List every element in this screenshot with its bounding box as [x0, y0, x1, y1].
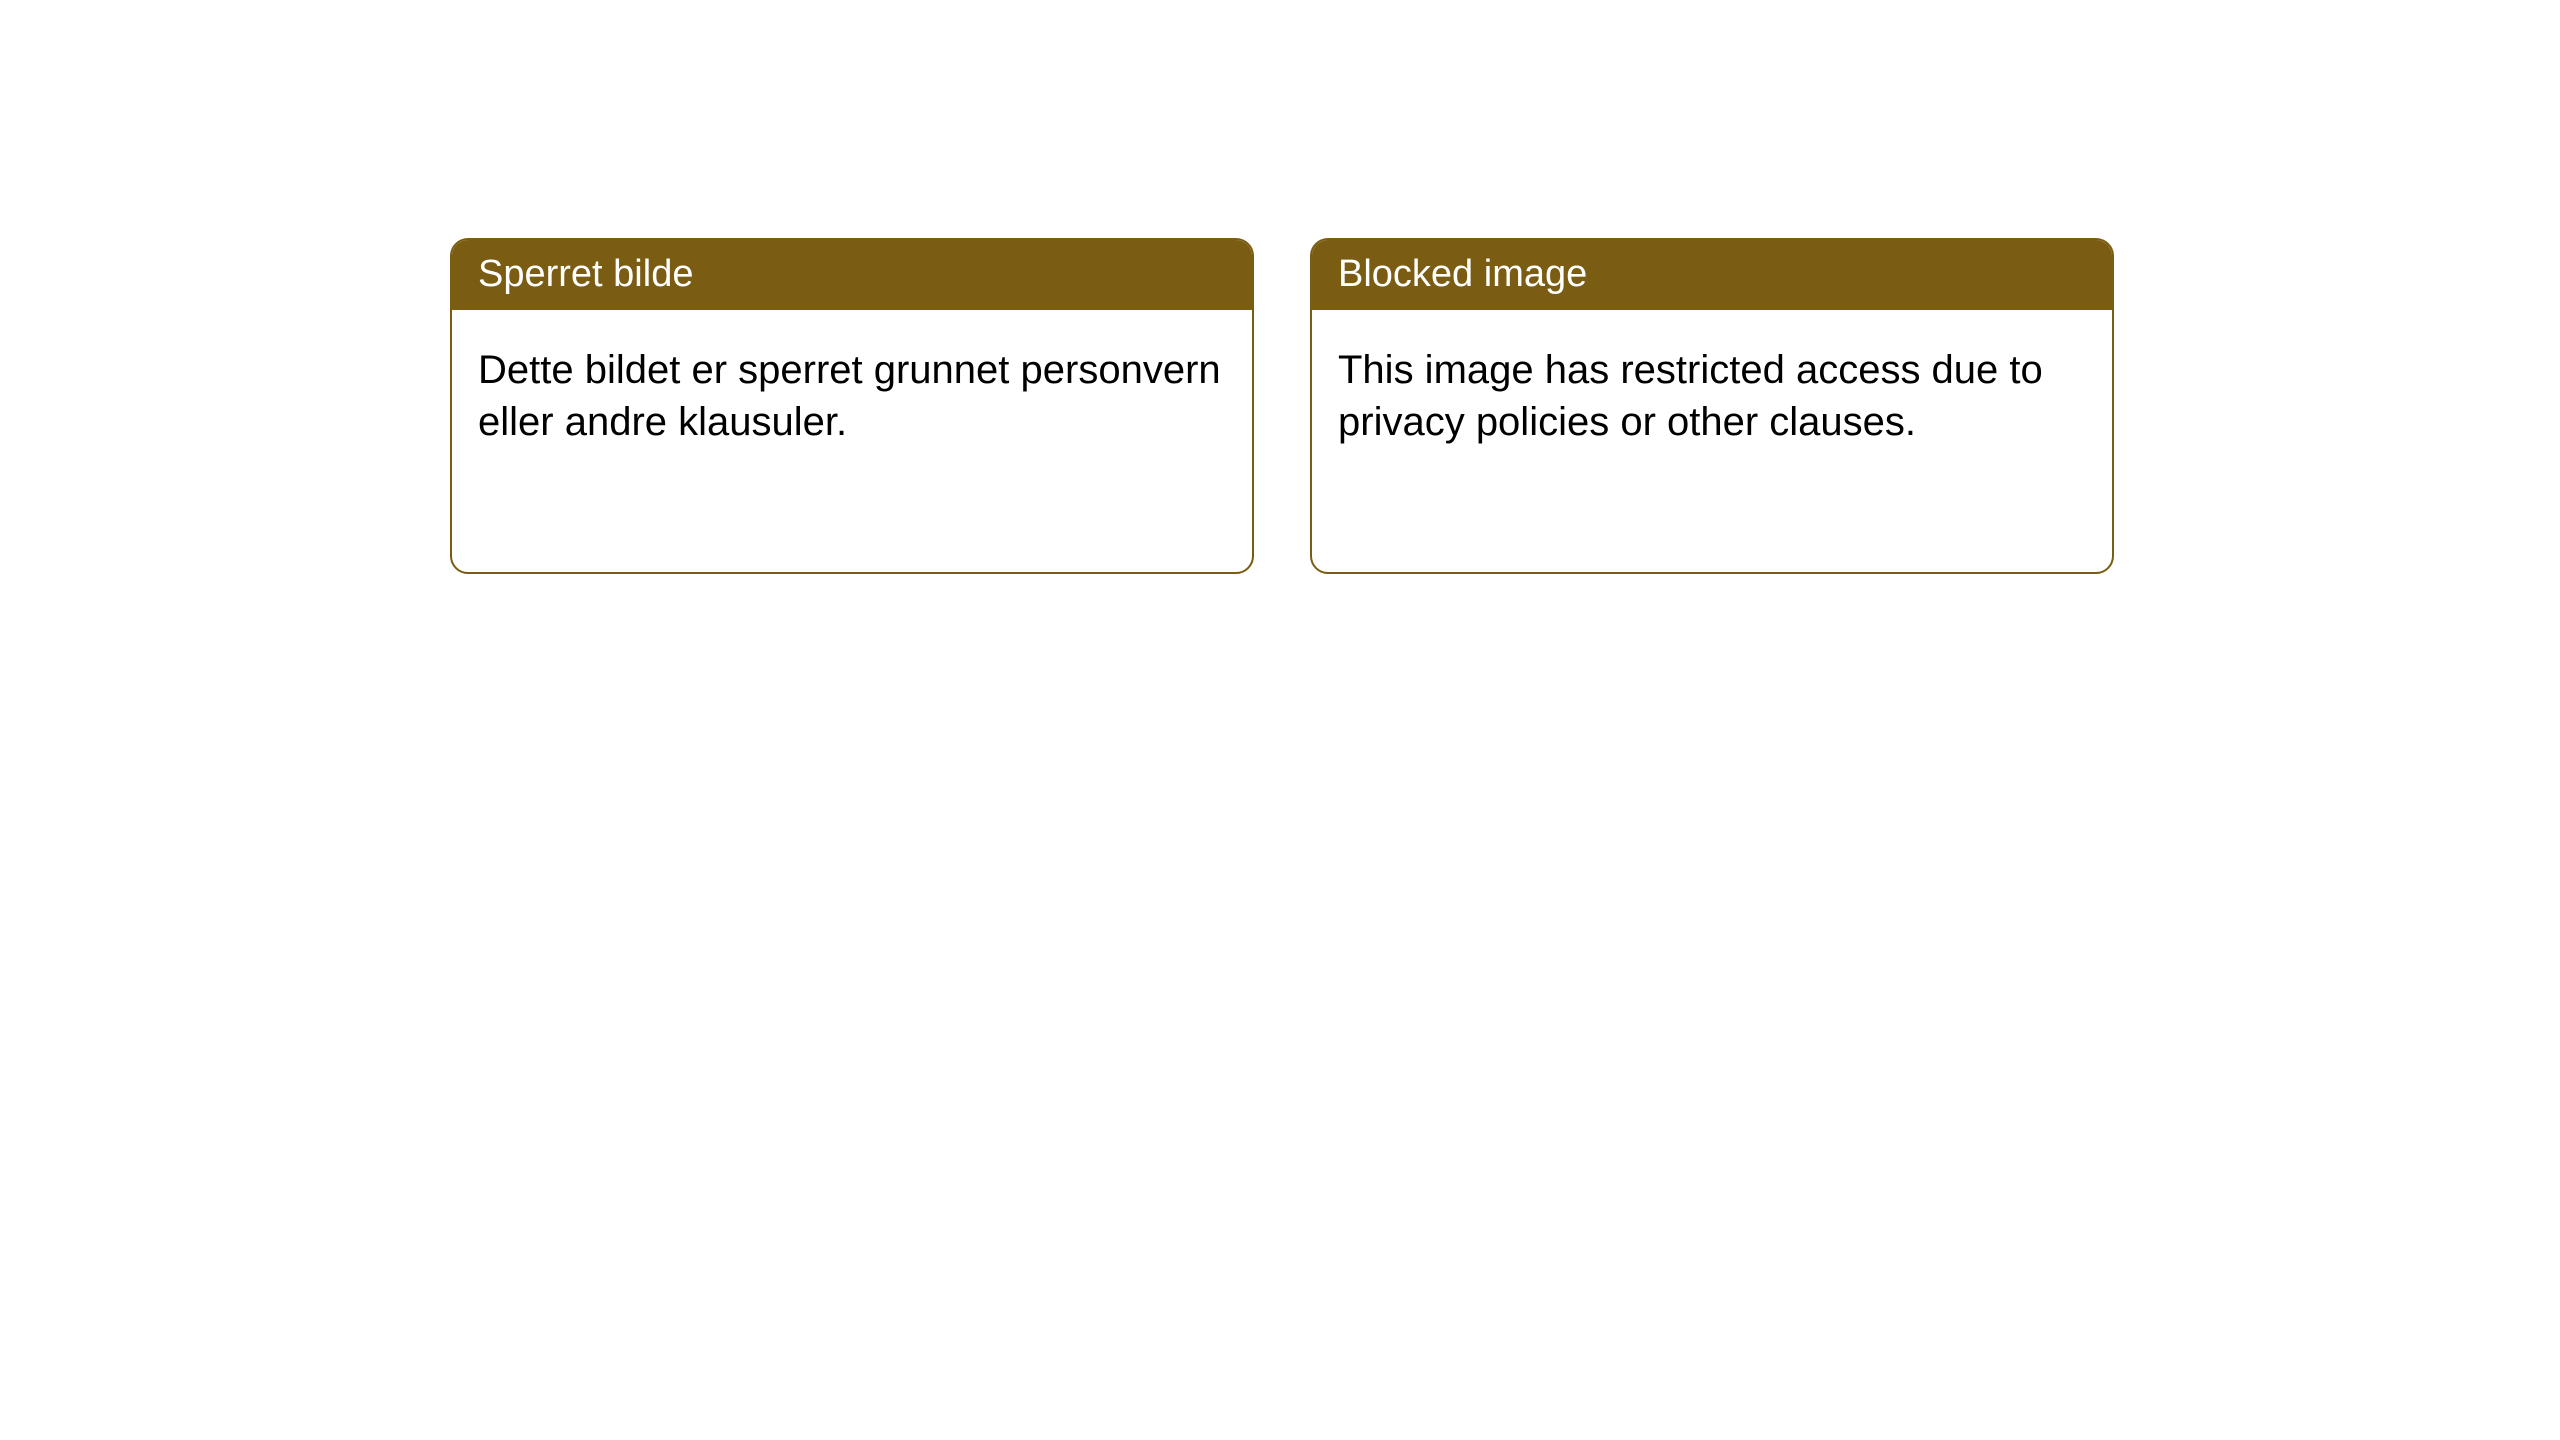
card-title: Blocked image — [1338, 253, 1587, 295]
notice-card-norwegian: Sperret bilde Dette bildet er sperret gr… — [450, 238, 1254, 574]
notice-card-english: Blocked image This image has restricted … — [1310, 238, 2114, 574]
card-title: Sperret bilde — [478, 253, 693, 295]
card-header: Sperret bilde — [452, 240, 1252, 310]
card-body-text: This image has restricted access due to … — [1338, 348, 2043, 444]
card-body-text: Dette bildet er sperret grunnet personve… — [478, 348, 1221, 444]
card-body: Dette bildet er sperret grunnet personve… — [452, 310, 1252, 482]
card-header: Blocked image — [1312, 240, 2112, 310]
notice-cards-container: Sperret bilde Dette bildet er sperret gr… — [450, 238, 2114, 574]
card-body: This image has restricted access due to … — [1312, 310, 2112, 482]
